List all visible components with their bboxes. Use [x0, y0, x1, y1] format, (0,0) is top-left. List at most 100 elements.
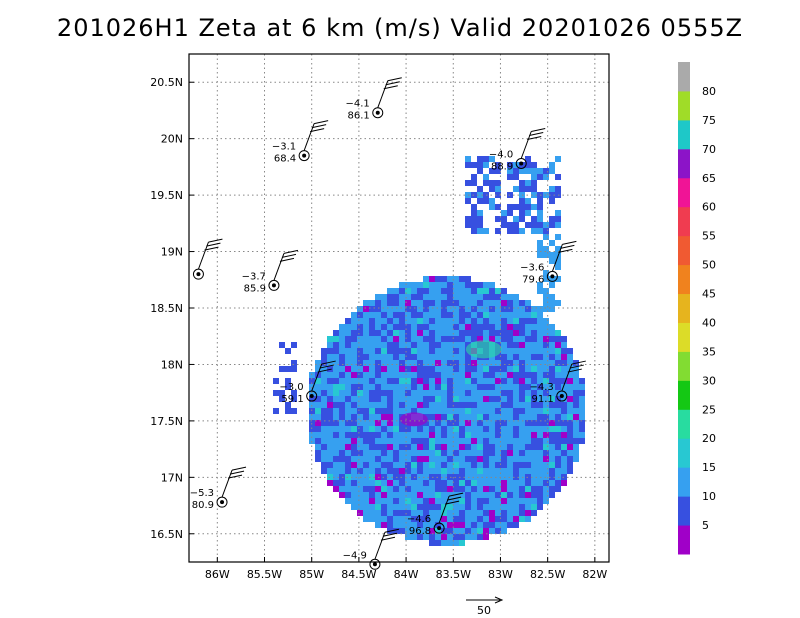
wind-barb-staff	[221, 469, 233, 498]
colorbar-segment	[678, 467, 690, 497]
colorbar-label: 60	[702, 201, 716, 214]
colorbar-label: 35	[702, 345, 716, 358]
wind-barb-flag	[384, 528, 400, 533]
station-value-top: −4.0	[489, 150, 513, 161]
x-tick-label: 85W	[299, 568, 324, 581]
wind-barb-flag	[447, 496, 462, 501]
station-value-top: −3.7	[242, 271, 266, 282]
colorbar-segment	[678, 409, 690, 439]
wind-barb-flag	[382, 532, 398, 537]
wind-barb-staff	[273, 253, 285, 281]
wind-barb-staff	[374, 532, 386, 560]
grid-lines	[189, 54, 609, 562]
wind-barb-flag	[208, 238, 223, 243]
colorbar-segment	[678, 525, 690, 555]
colorbar-segment	[678, 148, 690, 179]
station-dot	[550, 274, 555, 279]
x-tick-label: 85.5W	[247, 568, 282, 581]
wind-barb-flag	[569, 364, 584, 369]
station-value-bottom: 79.6	[522, 274, 544, 285]
station-value-bottom: 80.9	[192, 500, 214, 511]
wind-barb-flag	[383, 85, 398, 90]
colorbar-segment	[678, 380, 690, 410]
y-tick-label: 19N	[161, 246, 183, 259]
colorbar-segment	[678, 322, 690, 352]
colorbar-label: 25	[702, 403, 716, 416]
colorbar-segment	[678, 119, 690, 150]
x-tick-label: 82W	[582, 568, 607, 581]
wind-barb-staff	[551, 244, 563, 272]
station-value-top: −5.3	[190, 488, 214, 499]
colorbar-segment	[678, 235, 690, 266]
colorbar-segment	[678, 90, 690, 121]
wind-barb-flag	[312, 124, 327, 129]
station-dot	[437, 526, 442, 531]
colorbar-segment	[678, 496, 690, 526]
wind-barb-flag	[385, 81, 400, 86]
wind-barb-flag	[321, 360, 336, 365]
colorbar-label: 50	[702, 259, 716, 272]
wind-barb-flag	[449, 492, 464, 497]
wind-barb-flag	[310, 128, 325, 133]
y-tick-label: 18N	[161, 358, 183, 371]
wind-barb-flag	[562, 240, 577, 245]
wind-barb-flag	[314, 120, 329, 125]
colorbar-label: 55	[702, 230, 716, 243]
wind-barb-staff	[561, 363, 573, 392]
wind-barb-flag	[531, 128, 546, 132]
wind-barb-flag	[229, 470, 245, 475]
x-tick-label: 84W	[394, 568, 419, 581]
station-value-top: −3.0	[279, 382, 303, 393]
colorbar-label: 15	[702, 461, 716, 474]
colorbar-segment	[678, 438, 690, 468]
x-tick-label: 84.5W	[341, 568, 376, 581]
station-dot	[372, 562, 377, 567]
wind-barb-flag	[445, 500, 460, 505]
colorbar-label: 30	[702, 374, 716, 387]
wind-barb-flag	[560, 244, 575, 249]
wind-barb-staff	[520, 131, 532, 159]
station-value-top: −4.6	[407, 514, 431, 525]
eyewall-streak	[399, 412, 428, 427]
wind-barb-flag	[204, 246, 219, 251]
station-dot	[375, 110, 380, 115]
vorticity-field	[273, 156, 585, 546]
colorbar-label: 65	[702, 172, 716, 185]
y-tick-label: 20N	[161, 133, 183, 146]
colorbar-segment	[678, 264, 690, 295]
colorbar-label: 45	[702, 288, 716, 301]
station-value-top: −4.9	[343, 550, 367, 561]
station-value-bottom: 88.9	[491, 162, 513, 173]
wind-barb-flag	[317, 368, 332, 373]
eyewall-streak	[465, 340, 502, 359]
station-value-bottom: 59.1	[281, 394, 303, 405]
vector-key-label: 50	[477, 604, 491, 617]
colorbar-label: 10	[702, 490, 716, 503]
wind-barb-flag	[206, 242, 221, 247]
colorbar-label: 80	[702, 85, 716, 98]
y-tick-label: 18.5N	[150, 302, 183, 315]
station-value-top: −3.6	[520, 262, 544, 273]
wind-barb-staff	[377, 80, 389, 108]
wind-barb-flag	[319, 364, 334, 369]
wind-barb-flag	[380, 536, 396, 541]
colorbar-label: 20	[702, 432, 716, 445]
colorbar-segment	[678, 206, 690, 237]
wind-barb-flag	[527, 136, 542, 140]
station-dot	[271, 283, 276, 288]
observation-layer: −4.186.1 −3.168.4 −4.088.9 −3.785.9 −3.679.6…	[190, 77, 586, 570]
wind-barb-staff	[438, 495, 450, 524]
y-tick-label: 20.5N	[150, 76, 183, 89]
wind-barb-staff	[197, 241, 209, 270]
x-tick-label: 86W	[205, 568, 230, 581]
wind-barb-flag	[281, 253, 297, 258]
wind-barb-flag	[231, 466, 247, 471]
station-dot	[302, 153, 307, 158]
chart-title: 201026H1 Zeta at 6 km (m/s) Valid 202010…	[56, 14, 744, 42]
station-dot	[519, 161, 524, 166]
colorbar-label: 40	[702, 316, 716, 329]
x-tick-label: 83W	[488, 568, 513, 581]
colorbar-label: 5	[702, 519, 709, 532]
wind-barb-staff	[303, 123, 315, 151]
colorbar: 5 10 15 20 25 30 35 40 45 50 55 60 65 70 75 80	[678, 62, 716, 555]
